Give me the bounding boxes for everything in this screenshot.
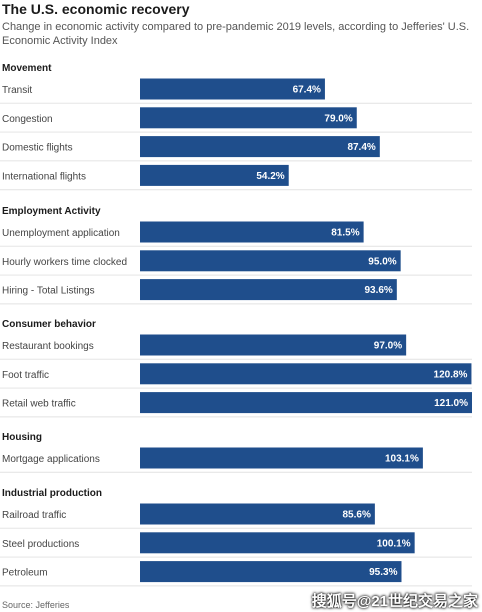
category-label: Railroad traffic <box>2 510 66 521</box>
category-label: Hiring - Total Listings <box>2 286 95 297</box>
group-heading: Housing <box>2 432 42 443</box>
group-heading: Movement <box>2 63 52 74</box>
category-label: Congestion <box>2 114 53 125</box>
category-label: Mortgage applications <box>2 454 100 465</box>
value-label: 95.3% <box>369 567 397 578</box>
bar <box>140 107 357 129</box>
category-label: Petroleum <box>2 568 48 579</box>
chart-title: The U.S. economic recovery <box>2 1 190 17</box>
bar <box>140 164 289 186</box>
bar <box>140 532 415 554</box>
row-background <box>0 75 140 104</box>
value-label: 67.4% <box>293 85 321 96</box>
value-label: 87.4% <box>347 142 375 153</box>
value-label: 103.1% <box>385 454 419 465</box>
bar <box>140 221 364 243</box>
bar <box>140 392 472 414</box>
category-label: Restaurant bookings <box>2 341 94 352</box>
row-background <box>0 275 140 305</box>
row-background <box>0 388 140 418</box>
category-label: Steel productions <box>2 539 79 550</box>
value-label: 121.0% <box>434 398 468 409</box>
value-label: 81.5% <box>331 228 359 239</box>
value-label: 120.8% <box>434 369 468 380</box>
row-background <box>0 359 140 389</box>
category-label: Hourly workers time clocked <box>2 257 127 268</box>
value-label: 93.6% <box>364 285 392 296</box>
row-background <box>0 500 140 529</box>
category-label: Retail web traffic <box>2 399 76 410</box>
bar <box>140 561 402 583</box>
bar <box>140 363 472 385</box>
watermark: 搜狐号@21世纪交易之家 <box>311 593 478 610</box>
row-background <box>0 331 140 360</box>
value-label: 95.0% <box>368 256 396 267</box>
chart-subtitle: Change in economic activity compared to … <box>2 21 470 47</box>
row-background <box>0 103 140 133</box>
group-heading: Consumer behavior <box>2 319 96 330</box>
bar <box>140 447 423 469</box>
group-heading: Industrial production <box>2 488 102 499</box>
bar <box>140 136 380 158</box>
row-background <box>0 444 140 473</box>
bar <box>140 503 375 525</box>
row-background <box>0 557 140 587</box>
row-background <box>0 132 140 162</box>
row-background <box>0 246 140 276</box>
value-label: 79.0% <box>324 113 352 124</box>
bar <box>140 250 401 272</box>
category-label: Transit <box>2 85 32 96</box>
value-label: 100.1% <box>377 538 411 549</box>
value-label: 85.6% <box>343 510 371 521</box>
group-heading: Employment Activity <box>2 206 101 217</box>
bar <box>140 279 397 301</box>
category-label: Unemployment application <box>2 228 120 239</box>
category-label: International flights <box>2 171 86 182</box>
row-background <box>0 528 140 558</box>
bar <box>140 334 407 356</box>
row-background <box>0 161 140 191</box>
value-label: 54.2% <box>256 171 284 182</box>
bar <box>140 78 325 100</box>
value-label: 97.0% <box>374 341 402 352</box>
category-label: Foot traffic <box>2 370 49 381</box>
category-label: Domestic flights <box>2 143 73 154</box>
source-note: Source: Jefferies <box>2 600 70 610</box>
row-background <box>0 218 140 247</box>
